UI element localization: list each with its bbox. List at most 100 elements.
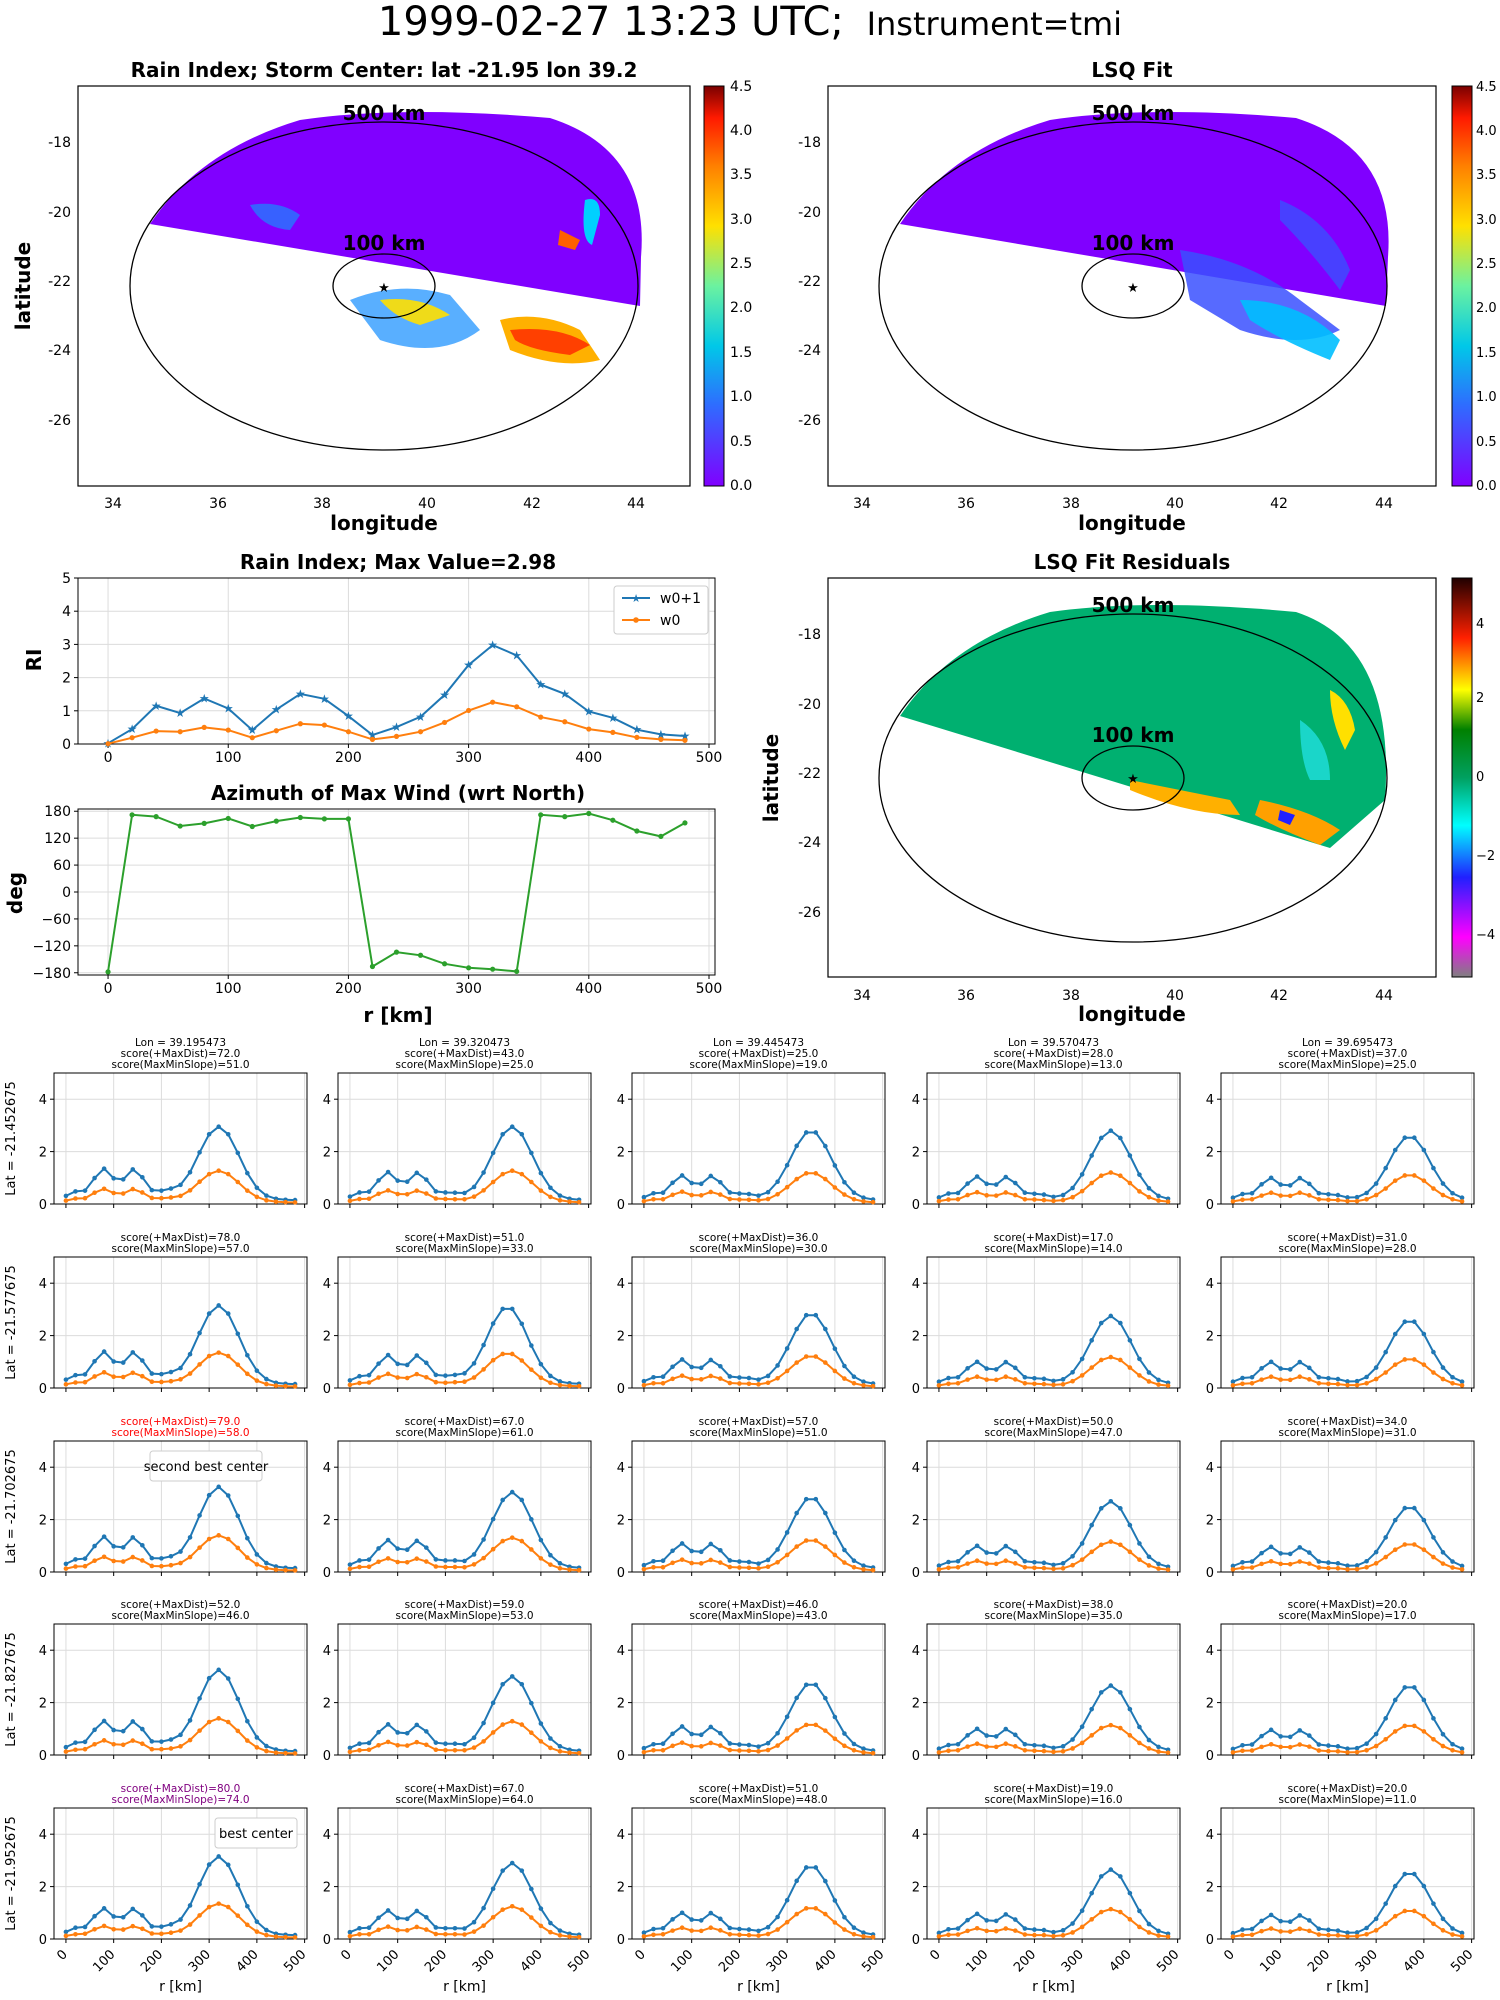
panel-series-w0-point bbox=[1070, 1194, 1075, 1200]
panel-series-w0-point bbox=[1127, 1549, 1133, 1555]
panel-series-w0p1-point bbox=[424, 1360, 429, 1366]
panel-series-w0p1-point bbox=[225, 1311, 231, 1316]
panel-series-w0p1-point bbox=[168, 1737, 174, 1742]
panel-series-w0-point bbox=[462, 1747, 467, 1753]
series-w0-point bbox=[490, 699, 496, 705]
panel-series-w0p1-point bbox=[803, 1312, 809, 1318]
panel-series-w0p1-point bbox=[404, 1730, 410, 1736]
panel-series-w0-point bbox=[1278, 1193, 1283, 1198]
colorbar-tick: 4 bbox=[1476, 617, 1484, 632]
series-w0-point bbox=[225, 727, 231, 733]
panel-series-w0p1-point bbox=[1118, 1320, 1123, 1326]
panel-series-w0p1-point bbox=[698, 1732, 704, 1738]
panel-series-w0p1-point bbox=[1259, 1918, 1264, 1924]
y-tick-label: 0 bbox=[1206, 1382, 1214, 1397]
panel-series-w0p1-point bbox=[529, 1343, 534, 1348]
grid-panel: 024score(+MaxDist)=38.0score(MaxMinSlope… bbox=[912, 1599, 1181, 1764]
panel-series-w0p1-point bbox=[347, 1745, 353, 1751]
panel-series-w0-point bbox=[120, 1374, 126, 1380]
panel-series-w0p1-point bbox=[347, 1194, 353, 1199]
panel-series-w0p1-point bbox=[765, 1373, 771, 1379]
panel-series-w0-point bbox=[1383, 1554, 1388, 1560]
x-tick-label: 200 bbox=[335, 750, 362, 766]
grid-panel: 024score(+MaxDist)=78.0score(MaxMinSlope… bbox=[4, 1232, 308, 1397]
panel-series-w0p1-point bbox=[698, 1181, 704, 1187]
panel-series-w0-point bbox=[206, 1536, 212, 1542]
map-rain-panel: Rain Index; Storm Center: lat -21.95 lon… bbox=[11, 58, 752, 535]
panel-series-w0p1-point bbox=[159, 1924, 164, 1929]
panel-series-w0-point bbox=[993, 1193, 999, 1198]
panel-series-w0-point bbox=[1003, 1190, 1009, 1195]
panel-series-w0-point bbox=[1354, 1749, 1360, 1755]
panel-series-w0p1-point bbox=[1421, 1147, 1427, 1153]
panel-series-w0p1-point bbox=[1108, 1498, 1114, 1504]
panel-series-w0p1-point bbox=[993, 1367, 999, 1372]
panel-series-w0-point bbox=[641, 1749, 647, 1755]
panel-series-w0-point bbox=[1268, 1741, 1274, 1747]
panel-series-w0-point bbox=[784, 1736, 790, 1741]
panel-score-maxdist: score(+MaxDist)=52.0 bbox=[121, 1599, 241, 1611]
panel-series-w0p1-point bbox=[974, 1359, 980, 1365]
panel-series-w0-point bbox=[548, 1380, 553, 1386]
panel-series-w0p1-point bbox=[509, 1489, 515, 1495]
colorbar-tick: 4.0 bbox=[1476, 124, 1497, 139]
panel-series-w0p1-point bbox=[376, 1729, 381, 1735]
panel-series-w0p1-point bbox=[984, 1550, 989, 1555]
map-fit-xtick: 42 bbox=[1270, 496, 1288, 512]
panel-series-w0-point bbox=[1450, 1932, 1455, 1937]
panel-series-w0p1-point bbox=[1326, 1192, 1331, 1197]
panel-series-w0-point bbox=[1013, 1561, 1018, 1566]
panel-series-w0p1-point bbox=[245, 1535, 250, 1541]
series-w0p1-point: ★ bbox=[343, 709, 354, 723]
panel-series-w0-point bbox=[519, 1722, 525, 1727]
series-w0-point bbox=[177, 729, 183, 735]
panel-series-w0-point bbox=[1450, 1380, 1455, 1386]
panel-series-w0-point bbox=[283, 1934, 288, 1940]
panel-series-w0-point bbox=[698, 1193, 704, 1198]
map-rain-ring-100km bbox=[332, 253, 436, 319]
series-azimuth-point bbox=[562, 814, 568, 820]
map-rain-xticks: 34 36 38 40 42 44 bbox=[104, 496, 645, 512]
panel-series-w0-point bbox=[216, 1716, 221, 1721]
panel-series-w0p1-point bbox=[1421, 1697, 1427, 1703]
series-w0p1-point: ★ bbox=[223, 701, 234, 715]
x-tick-label: 0 bbox=[1221, 1947, 1237, 1963]
panel-series-w0p1-point bbox=[254, 1735, 260, 1740]
azimuth-chart-xlabel: r [km] bbox=[363, 1003, 432, 1027]
panel-series-w0-point bbox=[1345, 1934, 1350, 1939]
panel-series-w0-point bbox=[1089, 1180, 1094, 1186]
panel-series-w0-point bbox=[424, 1559, 429, 1564]
panel-series-w0p1-point bbox=[548, 1552, 553, 1558]
panel-series-w0-point bbox=[264, 1198, 269, 1203]
y-tick-label: 0 bbox=[39, 1749, 47, 1764]
panel-series-w0-point bbox=[1127, 1917, 1133, 1922]
panel-series-w0p1-point bbox=[1098, 1135, 1104, 1141]
panel-series-w0p1-point bbox=[1412, 1505, 1417, 1511]
map-resid-ylabel: latitude bbox=[759, 734, 783, 822]
panel-series-w0p1-point bbox=[1003, 1912, 1009, 1917]
panel-series-w0-point bbox=[1412, 1908, 1417, 1914]
x-tick-label: 0 bbox=[338, 1947, 354, 1963]
map-fit-ytick: -20 bbox=[798, 205, 821, 221]
panel-series-w0p1-point bbox=[955, 1190, 961, 1196]
panel-series-w0-point bbox=[1431, 1370, 1436, 1375]
panel-series-w0-point bbox=[1022, 1196, 1028, 1202]
y-tick-label: 4 bbox=[617, 1277, 625, 1292]
y-tick-label: 2 bbox=[39, 1146, 47, 1161]
panel-series-w0-point bbox=[1003, 1741, 1009, 1747]
panel-series-w0-point bbox=[500, 1907, 505, 1912]
panel-series-w0p1-point bbox=[651, 1926, 656, 1932]
panel-series-w0-point bbox=[660, 1196, 666, 1202]
panel-series-w0-point bbox=[63, 1749, 69, 1754]
panel-series-w0p1-point bbox=[984, 1918, 989, 1923]
panel-score-maxminslope: score(MaxMinSlope)=74.0 bbox=[111, 1794, 249, 1806]
panel-series-w0-point bbox=[1316, 1748, 1322, 1753]
series-w0p1-point: ★ bbox=[295, 687, 306, 701]
panel-series-w0p1-point bbox=[385, 1169, 391, 1175]
y-tick-label: 0 bbox=[323, 1382, 331, 1397]
panel-series-w0p1-point bbox=[92, 1913, 97, 1919]
panel-series-w0p1-point bbox=[1156, 1744, 1161, 1750]
panel-series-w0p1-point bbox=[1240, 1375, 1245, 1381]
panel-series-w0p1-point bbox=[519, 1321, 525, 1327]
y-tick-label: 4 bbox=[1206, 1828, 1214, 1843]
